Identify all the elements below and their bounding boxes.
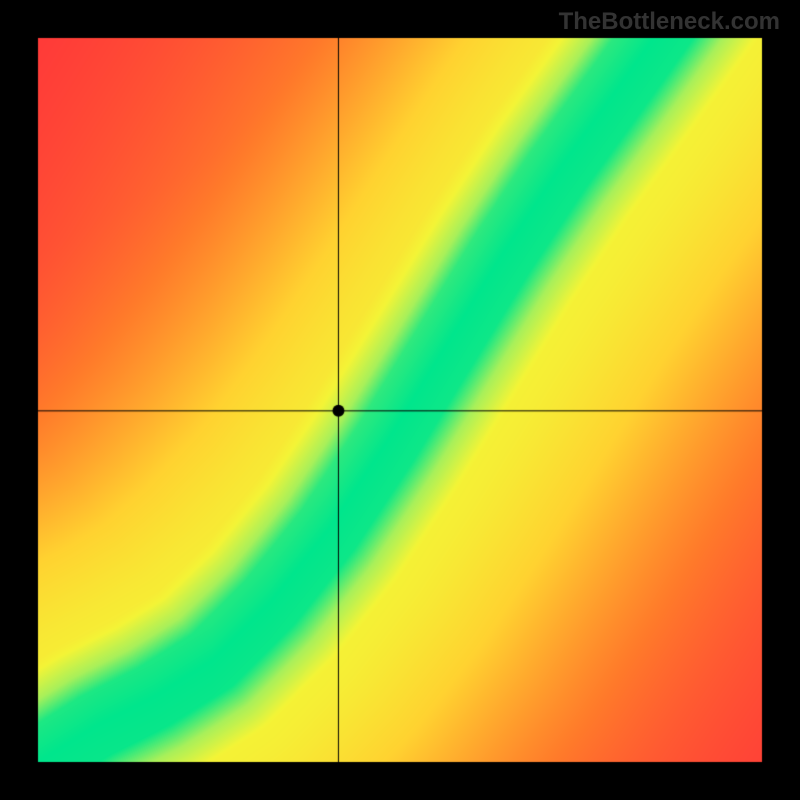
watermark-text: TheBottleneck.com [559,8,780,36]
bottleneck-heatmap [0,0,800,800]
